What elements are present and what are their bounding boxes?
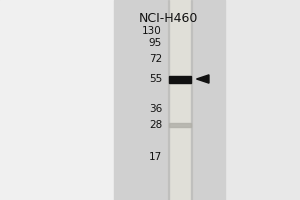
Text: 95: 95 [149, 38, 162, 48]
Text: NCI-H460: NCI-H460 [138, 12, 198, 25]
Text: 72: 72 [149, 54, 162, 64]
Bar [168, 0, 169, 200]
Bar [168, 0, 192, 200]
Text: 55: 55 [149, 74, 162, 84]
Polygon shape [196, 75, 209, 83]
Bar [169, 75, 190, 82]
Text: 130: 130 [142, 26, 162, 36]
Bar [225, 0, 300, 200]
Text: 36: 36 [149, 104, 162, 114]
Bar [114, 0, 225, 200]
Text: 28: 28 [149, 120, 162, 130]
Bar [0, 0, 114, 200]
Bar [169, 123, 190, 127]
Bar [191, 0, 192, 200]
Text: 17: 17 [149, 152, 162, 162]
